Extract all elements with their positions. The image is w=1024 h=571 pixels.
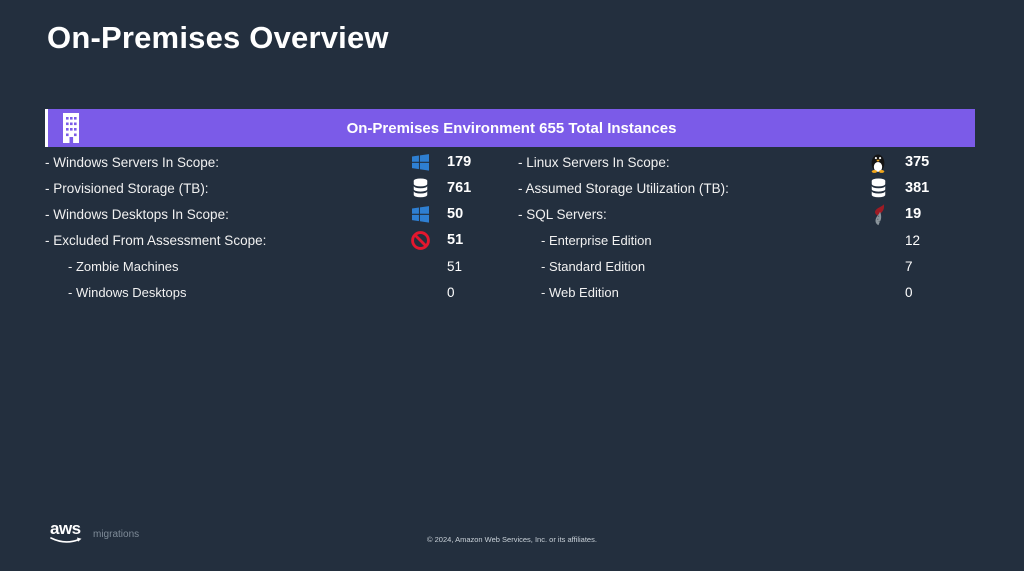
environment-banner: On-Premises Environment 655 Total Instan… (45, 109, 975, 147)
stat-row-sql-servers: - SQL Servers: 19 (518, 201, 963, 227)
stat-label: - Windows Desktops (68, 284, 187, 300)
stats-column-left: - Windows Servers In Scope: 179 - Provis… (45, 149, 505, 305)
stat-label: - Provisioned Storage (TB): (45, 180, 209, 196)
stat-value: 375 (905, 154, 930, 170)
windows-icon (405, 201, 435, 227)
stat-row-assumed-storage: - Assumed Storage Utilization (TB): 381 (518, 175, 963, 201)
stat-label: - Windows Servers In Scope: (45, 154, 220, 170)
building-icon (60, 113, 82, 143)
stat-value: 179 (447, 154, 472, 170)
sql-server-icon (863, 201, 893, 227)
stat-value: 0 (447, 284, 455, 300)
copyright-text: © 2024, Amazon Web Services, Inc. or its… (427, 535, 597, 544)
no-entry-icon (405, 227, 435, 253)
stat-label: - Zombie Machines (68, 258, 179, 274)
stat-value: 7 (905, 258, 913, 274)
aws-logo-icon: aws (50, 519, 84, 547)
logo-sub-label: migrations (93, 528, 140, 540)
windows-icon (405, 149, 435, 175)
stat-value: 51 (447, 232, 464, 248)
stat-row-enterprise-edition: - Enterprise Edition 12 (518, 227, 963, 253)
stat-value: 761 (447, 180, 472, 196)
stat-row-zombie-machines: - Zombie Machines 51 (45, 253, 505, 279)
linux-penguin-icon (863, 149, 893, 175)
stat-label: - Excluded From Assessment Scope: (45, 232, 267, 248)
stat-row-web-edition: - Web Edition 0 (518, 279, 963, 305)
stat-value: 381 (905, 180, 930, 196)
stat-value: 0 (905, 284, 913, 300)
stat-label: - Standard Edition (541, 258, 646, 274)
stat-label: - Enterprise Edition (541, 232, 652, 248)
database-icon (405, 175, 435, 201)
stat-row-provisioned-storage: - Provisioned Storage (TB): 761 (45, 175, 505, 201)
database-icon (863, 175, 893, 201)
stat-value: 19 (905, 206, 922, 222)
stat-row-linux-servers: - Linux Servers In Scope: 375 (518, 149, 963, 175)
stat-label: - Web Edition (541, 284, 619, 300)
aws-migrations-logo: aws migrations (50, 519, 140, 547)
stat-row-windows-desktops-sub: - Windows Desktops 0 (45, 279, 505, 305)
stat-label: - SQL Servers: (518, 206, 607, 222)
stat-label: - Assumed Storage Utilization (TB): (518, 180, 729, 196)
stat-row-windows-desktops: - Windows Desktops In Scope: 50 (45, 201, 505, 227)
stat-label: - Windows Desktops In Scope: (45, 206, 229, 222)
stat-row-standard-edition: - Standard Edition 7 (518, 253, 963, 279)
stat-value: 51 (447, 258, 463, 274)
stat-row-excluded-scope: - Excluded From Assessment Scope: 51 (45, 227, 505, 253)
banner-title: On-Premises Environment 655 Total Instan… (346, 119, 677, 137)
page-title: On-Premises Overview (47, 20, 389, 55)
stat-value: 50 (447, 206, 464, 222)
stat-row-windows-servers: - Windows Servers In Scope: 179 (45, 149, 505, 175)
stat-label: - Linux Servers In Scope: (518, 154, 670, 170)
stats-column-right: - Linux Servers In Scope: 375 - Assumed … (518, 149, 963, 305)
aws-logo-text: aws (50, 519, 81, 538)
stat-value: 12 (905, 232, 921, 248)
